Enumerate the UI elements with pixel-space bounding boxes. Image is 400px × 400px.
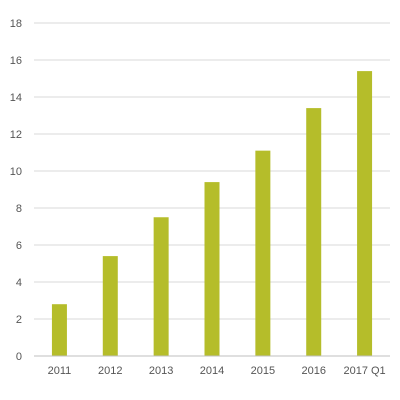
x-tick-label: 2013 xyxy=(149,365,173,377)
y-tick-label: 10 xyxy=(10,166,22,178)
y-axis-ticks: 0 2 4 6 8 10 12 14 16 18 xyxy=(10,18,22,363)
x-tick-label: 2014 xyxy=(200,365,224,377)
x-tick-label: 2012 xyxy=(98,365,122,377)
bar-2012 xyxy=(102,256,118,356)
x-tick-label: 2011 xyxy=(48,365,72,377)
y-tick-label: 0 xyxy=(16,351,22,363)
bar-2014 xyxy=(204,182,220,356)
y-tick-label: 4 xyxy=(16,277,22,289)
gridlines xyxy=(34,22,390,320)
y-tick-label: 18 xyxy=(10,18,22,30)
x-axis-ticks: 2011 2012 2013 2014 2015 2016 2017 Q1 xyxy=(48,365,386,377)
bar-2011 xyxy=(51,304,67,356)
y-tick-label: 16 xyxy=(10,55,22,67)
y-tick-label: 12 xyxy=(10,129,22,141)
bar-2015 xyxy=(255,150,271,356)
x-tick-label: 2017 Q1 xyxy=(343,365,385,377)
bar-2016 xyxy=(306,108,322,356)
y-tick-label: 2 xyxy=(16,314,22,326)
bars xyxy=(51,71,373,356)
y-tick-label: 6 xyxy=(16,240,22,252)
x-tick-label: 2015 xyxy=(251,365,275,377)
bar-2013 xyxy=(153,217,169,356)
y-tick-label: 8 xyxy=(16,203,22,215)
y-tick-label: 14 xyxy=(10,92,22,104)
x-tick-label: 2016 xyxy=(301,365,325,377)
bar-2017-q1 xyxy=(357,71,373,356)
